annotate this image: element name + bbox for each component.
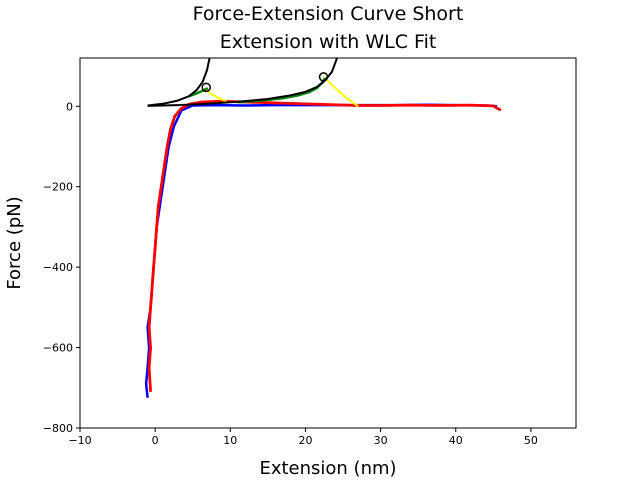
x-axis-label: Extension (nm) (259, 458, 396, 479)
series-fit_region-2 (237, 77, 327, 104)
x-tick-label: 40 (449, 434, 463, 447)
y-tick-label: −600 (43, 342, 73, 355)
x-tick-label: 30 (374, 434, 388, 447)
x-tick-label: −10 (68, 434, 91, 447)
x-tick-label: 0 (152, 434, 159, 447)
y-tick-label: −200 (43, 181, 73, 194)
x-tick-label: 10 (223, 434, 237, 447)
rupture-marker-1 (201, 82, 212, 93)
y-tick-label: −400 (43, 261, 73, 274)
y-axis-label: Force (pN) (4, 196, 25, 289)
plot-area (144, 58, 502, 398)
chart-title-line-2: Extension with WLC Fit (220, 31, 437, 53)
series-rupture-2 (323, 76, 359, 108)
series-wlc_fit-2 (147, 58, 339, 107)
chart-title-line-1: Force-Extension Curve Short (193, 3, 464, 25)
series-fit_region (188, 87, 209, 98)
axis-ticks: −10 0 10 20 30 40 50 0 −200 −400 −600 −800 (43, 100, 538, 447)
y-tick-label: −800 (43, 422, 73, 435)
series-wlc_fit (147, 58, 211, 107)
series-rupture (203, 87, 227, 103)
series-approach (144, 103, 498, 398)
rupture-marker-2 (318, 72, 329, 82)
axes-frame (79, 57, 577, 429)
x-tick-label: 50 (524, 434, 538, 447)
series-retract (147, 100, 502, 392)
x-tick-label: 20 (298, 434, 312, 447)
y-tick-label: 0 (66, 100, 73, 113)
